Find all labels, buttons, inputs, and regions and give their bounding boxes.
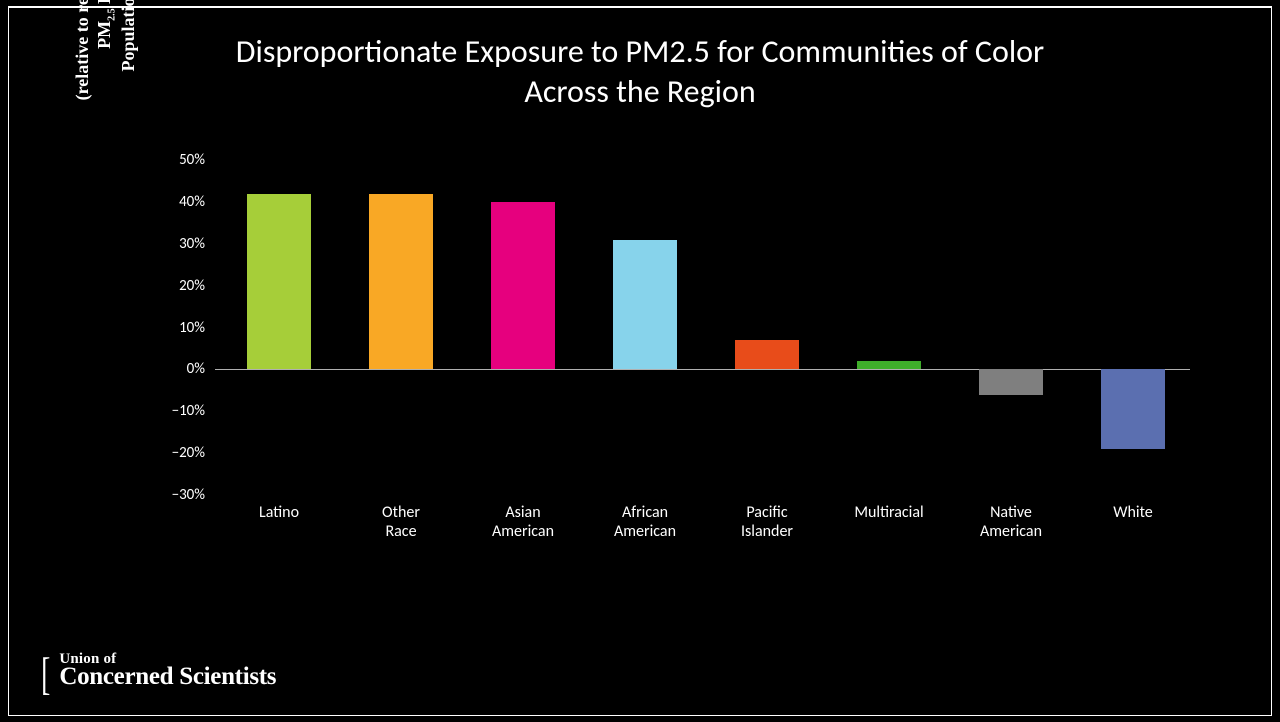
y-tick-label: −30% bbox=[172, 486, 205, 504]
y-tick-label: 50% bbox=[179, 151, 205, 169]
y-tick-label: 40% bbox=[179, 193, 205, 211]
y-axis-label: (relative to regional average) PM2.5 Exp… bbox=[72, 0, 140, 170]
y-tick-label: 20% bbox=[179, 277, 205, 295]
axis-baseline bbox=[215, 369, 1190, 370]
title-line-2: Across the Region bbox=[524, 72, 755, 111]
category-label: NativeAmerican bbox=[956, 503, 1066, 541]
bar bbox=[735, 340, 799, 369]
category-label: White bbox=[1078, 503, 1188, 522]
y-tick-label: 0% bbox=[187, 360, 205, 378]
bar bbox=[369, 194, 433, 370]
y-tick-label: 30% bbox=[179, 235, 205, 253]
category-label: Multiracial bbox=[834, 503, 944, 522]
chart-area: −30%−20%−10%0%10%20%30%40%50%LatinoOther… bbox=[150, 160, 1190, 530]
category-label: OtherRace bbox=[346, 503, 456, 541]
category-label: PacificIslander bbox=[712, 503, 822, 541]
title-line-1: Disproportionate Exposure to PM2.5 for C… bbox=[236, 32, 1044, 71]
bar bbox=[979, 369, 1043, 394]
chart-title: Disproportionate Exposure to PM2.5 for C… bbox=[0, 32, 1280, 112]
org-logo: [ Union of Concerned Scientists bbox=[38, 653, 276, 694]
bar bbox=[491, 202, 555, 370]
y-tick-label: −10% bbox=[172, 402, 205, 420]
bar bbox=[857, 361, 921, 369]
bar bbox=[1101, 369, 1165, 449]
category-label: Latino bbox=[224, 503, 334, 522]
bracket-icon: [ bbox=[41, 653, 50, 694]
category-label: AfricanAmerican bbox=[590, 503, 700, 541]
logo-bottom-text: Concerned Scientists bbox=[59, 666, 276, 689]
bar bbox=[247, 194, 311, 370]
bar bbox=[613, 240, 677, 370]
y-tick-label: 10% bbox=[179, 319, 205, 337]
plot-region: −30%−20%−10%0%10%20%30%40%50%LatinoOther… bbox=[215, 160, 1190, 495]
y-tick-label: −20% bbox=[172, 444, 205, 462]
category-label: AsianAmerican bbox=[468, 503, 578, 541]
